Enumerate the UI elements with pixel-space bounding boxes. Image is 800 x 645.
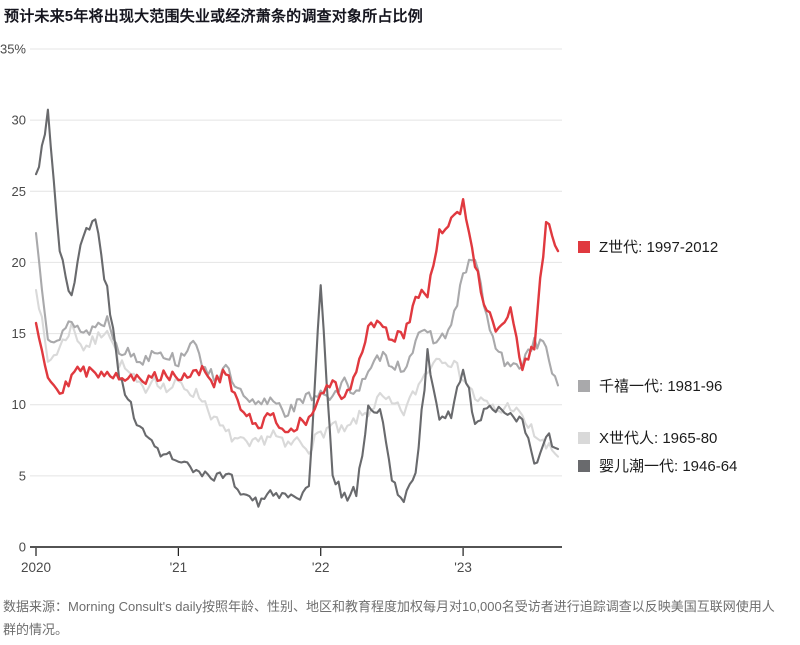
legend-label-genz: Z世代: 1997-2012 xyxy=(599,239,719,256)
legend-item-millennial: 千禧一代: 1981-96 xyxy=(578,375,722,396)
svg-text:'21: '21 xyxy=(170,560,188,575)
svg-text:25: 25 xyxy=(12,184,26,199)
svg-text:30: 30 xyxy=(12,113,26,128)
svg-text:'23: '23 xyxy=(454,560,472,575)
legend-item-genx: X世代人: 1965-80 xyxy=(578,427,717,448)
svg-text:20: 20 xyxy=(12,255,26,270)
series-line-0 xyxy=(34,197,560,434)
svg-text:5: 5 xyxy=(19,468,26,483)
line-chart: 0 5 10 15 20 25 30 35% 2020 '21 '22 '23 xyxy=(0,42,562,575)
legend-swatch-boomer xyxy=(578,459,590,472)
legend-label-boomer: 婴儿潮一代: 1946-64 xyxy=(599,458,738,475)
svg-text:0: 0 xyxy=(19,540,26,555)
y-axis-labels: 0 5 10 15 20 25 30 35% xyxy=(0,42,26,555)
chart-svg: 0 5 10 15 20 25 30 35% 2020 '21 '22 '23 xyxy=(0,42,562,575)
legend-item-boomer: 婴儿潮一代: 1946-64 xyxy=(578,455,737,476)
x-axis-labels: 2020 '21 '22 '23 xyxy=(21,560,472,575)
legend-swatch-genz xyxy=(578,240,590,253)
svg-text:2020: 2020 xyxy=(21,560,51,575)
x-axis-ticks xyxy=(35,548,464,556)
source-note: 数据来源：Morning Consult's daily按照年龄、性别、地区和教… xyxy=(3,599,775,637)
legend-swatch-millennial xyxy=(578,379,590,392)
svg-text:'22: '22 xyxy=(312,560,330,575)
svg-text:10: 10 xyxy=(12,397,26,412)
legend-item-genz: Z世代: 1997-2012 xyxy=(578,236,718,257)
legend-swatch-genx xyxy=(578,431,590,444)
svg-text:15: 15 xyxy=(12,326,26,341)
series-line-2 xyxy=(34,288,560,458)
chart-title: 预计未来5年将出现大范围失业或经济萧条的调查对象所占比例 xyxy=(4,8,423,25)
legend-label-millennial: 千禧一代: 1981-96 xyxy=(599,378,723,395)
legend-label-genx: X世代人: 1965-80 xyxy=(599,430,718,447)
svg-text:35%: 35% xyxy=(0,42,26,57)
series-line-3 xyxy=(34,108,560,508)
series-line-1 xyxy=(34,232,560,418)
